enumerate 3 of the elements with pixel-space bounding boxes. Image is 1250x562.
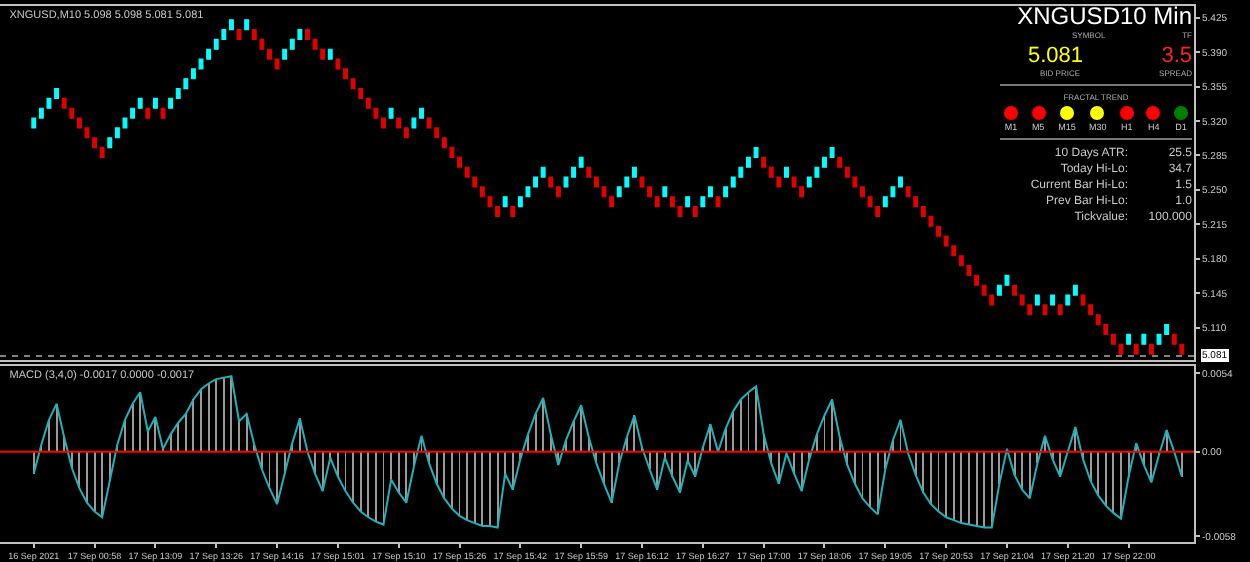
text: XNGUSD10 Min [1015, 2, 1192, 30]
annotation: 3.5 [1161, 44, 1192, 68]
annotation: 5.081 [1028, 44, 1084, 68]
